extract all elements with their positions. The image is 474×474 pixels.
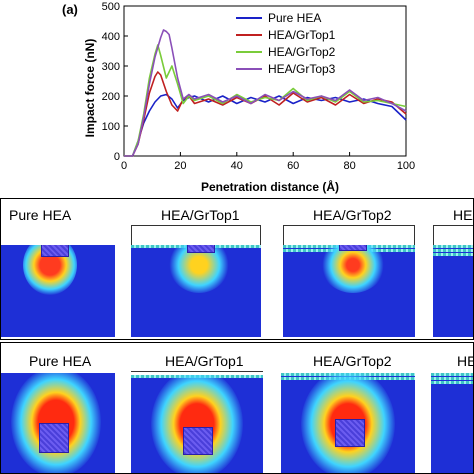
impact-force-chart: 0 20 40 60 80 100 0 100 200 300 400 500 Pure HEA HEA/…	[62, 1, 415, 194]
y-tick-label-2: 200	[102, 91, 120, 103]
row1-label-grtop1: HEA/GrTop1	[161, 207, 240, 223]
x-tick-label-3: 60	[287, 160, 299, 172]
row2-label-pure-hea: Pure HEA	[29, 353, 92, 369]
row1-sim-grtop3	[433, 245, 473, 337]
y-tick-label-5: 500	[102, 1, 120, 13]
y-tick-label-3: 300	[102, 61, 120, 73]
row2-label-grtop1: HEA/GrTop1	[165, 353, 244, 369]
y-tick-label-4: 400	[102, 31, 120, 43]
legend-label-3: HEA/GrTop3	[268, 62, 336, 76]
row1-indenter-grtop1	[187, 245, 215, 253]
x-tick-label-4: 80	[343, 160, 355, 172]
x-tick-label-2: 40	[231, 160, 243, 172]
row2-indenter-grtop2	[335, 419, 365, 447]
row2-sim-grtop3	[431, 373, 473, 473]
legend-label-1: HEA/GrTop1	[268, 28, 336, 42]
row2-indenter-grtop1	[183, 427, 213, 455]
row1-indenter-pure-hea	[41, 245, 69, 257]
row1-label-grtop2: HEA/GrTop2	[313, 207, 392, 223]
row2-indenter-pure-hea	[39, 423, 69, 453]
row1-label-pure-hea: Pure HEA	[9, 207, 72, 223]
row2-label-grtop2: HEA/GrTop2	[313, 353, 392, 369]
simulation-row-2: Pure HEA HEA/GrTop1 HEA/GrTop2 HEA/GrTop…	[0, 342, 474, 474]
row1-sim-grtop2	[283, 245, 415, 337]
x-tick-label-1: 20	[174, 160, 186, 172]
series-line-3	[124, 29, 407, 157]
row2-sim-grtop1	[131, 375, 263, 473]
row2-label-grtop3: HEA/GrTop3	[457, 353, 473, 369]
x-tick-label-5: 100	[397, 160, 415, 172]
row1-indenter-grtop2	[339, 245, 367, 251]
row1-sim-grtop1	[131, 245, 261, 337]
series-line-2	[124, 44, 407, 157]
y-tick-label-0: 0	[114, 151, 120, 163]
legend-label-2: HEA/GrTop2	[268, 45, 336, 59]
row1-label-grtop3: HEA/GrTop3	[453, 207, 473, 223]
row2-sim-pure-hea	[1, 373, 115, 473]
y-axis-label: Impact force (nN)	[83, 39, 97, 138]
plot-frame	[123, 5, 407, 157]
row2-sim-grtop2	[281, 373, 415, 473]
y-tick-label-1: 100	[102, 121, 120, 133]
legend-label-0: Pure HEA	[268, 11, 321, 25]
series-line-1	[124, 71, 407, 157]
x-tick-label-0: 0	[121, 160, 127, 172]
x-axis-label: Penetration distance (Å)	[201, 179, 339, 194]
simulation-row-1: Pure HEA HEA/GrTop1 HEA/GrTop2 HEA/GrTop…	[0, 198, 474, 340]
panel-label: (a)	[62, 2, 78, 17]
row1-sim-pure-hea	[1, 245, 115, 337]
